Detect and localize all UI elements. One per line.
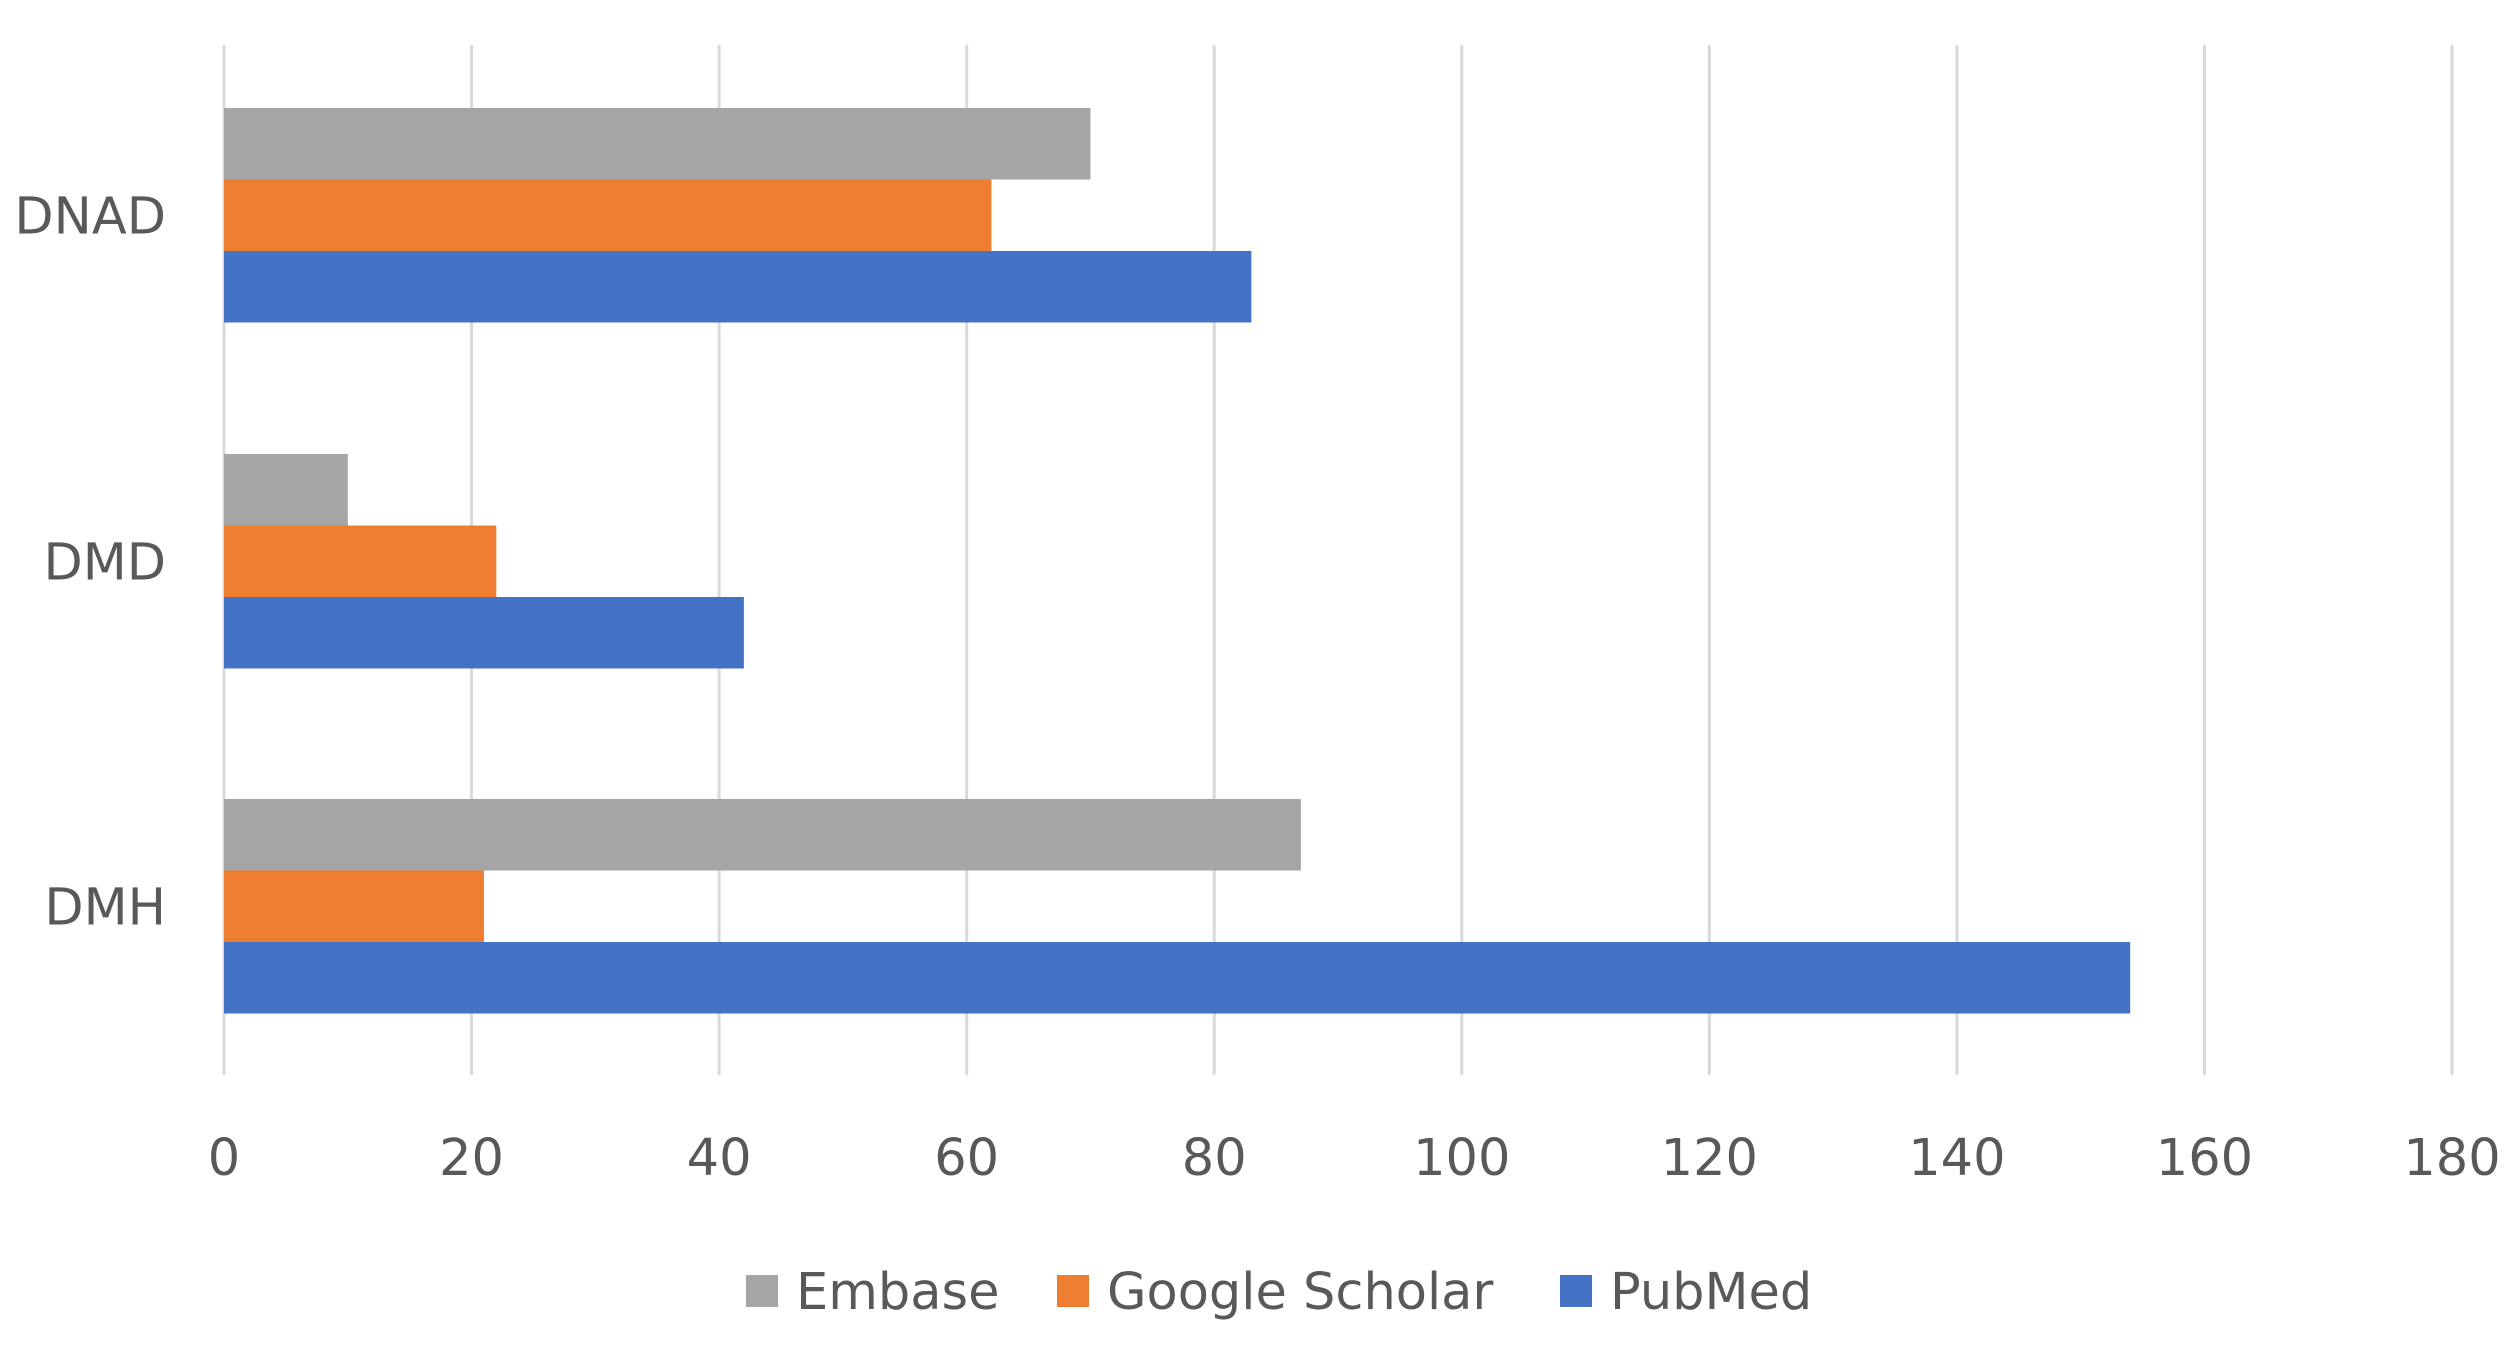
legend-label: PubMed (1610, 1263, 1812, 1322)
x-tick-label: 40 (687, 1129, 752, 1188)
legend: Embase Google Scholar PubMed (746, 1263, 1812, 1322)
category-label: DMH (44, 878, 166, 937)
x-tick-label: 60 (934, 1129, 999, 1188)
x-tick-label: 180 (2403, 1129, 2500, 1188)
category-label: DNAD (14, 187, 166, 246)
x-tick-label: 140 (1908, 1129, 2005, 1188)
x-tick-label: 20 (439, 1129, 504, 1188)
category-axis: DNAD DMD DMH (14, 187, 166, 937)
legend-label: Google Scholar (1107, 1263, 1493, 1322)
category-label: DMD (43, 533, 166, 592)
x-tick-label: 120 (1661, 1129, 1758, 1188)
x-tick-label: 100 (1413, 1129, 1510, 1188)
bar-dmh-pubmed (224, 942, 2131, 1014)
bar-dmh-google-scholar (224, 870, 484, 942)
bar-dnad-embase (224, 108, 1091, 180)
legend-swatch (1057, 1275, 1089, 1307)
bar-dnad-pubmed (224, 251, 1252, 323)
legend-swatch (1560, 1275, 1592, 1307)
x-tick-label: 0 (208, 1129, 240, 1188)
x-tick-label: 160 (2156, 1129, 2253, 1188)
bar-dmh-embase (224, 799, 1301, 871)
x-axis-ticks: 0 20 40 60 80 100 120 140 160 180 (208, 1129, 2501, 1188)
x-tick-label: 80 (1182, 1129, 1247, 1188)
bar-dmd-pubmed (224, 597, 744, 669)
legend-swatch (746, 1275, 778, 1307)
bar-dmd-google-scholar (224, 525, 497, 597)
legend-label: Embase (796, 1263, 999, 1322)
bar-dmd-embase (224, 454, 348, 526)
bars (224, 108, 2131, 1014)
bar-dnad-google-scholar (224, 179, 992, 251)
